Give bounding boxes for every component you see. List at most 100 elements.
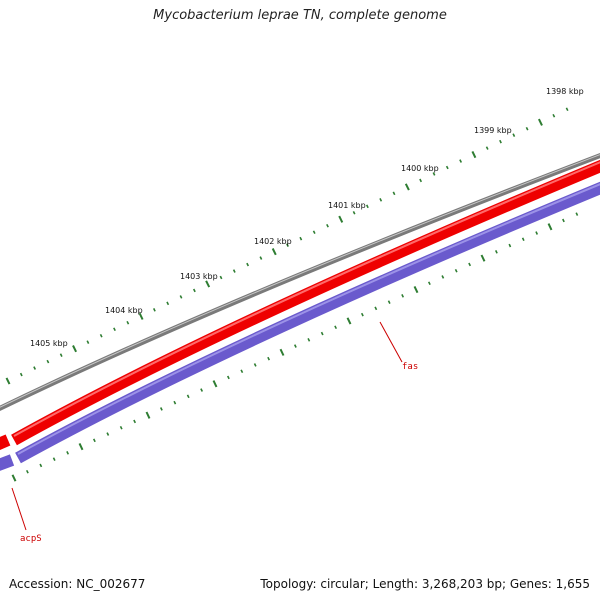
kbp-label-1404: 1404 kbp <box>105 306 143 315</box>
scale-tick <box>72 345 77 353</box>
scale-tick <box>232 269 236 273</box>
scale-tick <box>508 243 512 248</box>
scale-tick <box>279 348 285 356</box>
scale-tick <box>441 275 445 279</box>
scale-tick <box>86 340 90 344</box>
scale-tick <box>512 133 516 137</box>
scale-tick <box>145 411 151 419</box>
scale-tick <box>419 178 423 183</box>
scale-tick <box>320 331 324 336</box>
map-title: Mycobacterium leprae TN, complete genome <box>153 8 447 23</box>
acpS-gene-feature[interactable] <box>0 434 11 452</box>
reverse-gene-feature-left[interactable] <box>0 454 15 472</box>
scale-tick <box>538 118 543 126</box>
genome-summary-label: Topology: circular; Length: 3,268,203 bp… <box>260 577 590 591</box>
scale-tick <box>173 400 177 405</box>
scale-tick <box>499 139 502 144</box>
kbp-label-1405: 1405 kbp <box>30 339 68 348</box>
scale-tick <box>253 363 257 367</box>
scale-tick <box>286 243 289 247</box>
scale-tick <box>39 463 43 468</box>
scale-tick <box>219 275 223 280</box>
kbp-label-1403: 1403 kbp <box>180 272 218 281</box>
scale-tick <box>59 353 63 357</box>
outer-tick-row <box>5 107 569 385</box>
scale-tick <box>126 320 130 325</box>
kbp-label-1401: 1401 kbp <box>328 201 366 210</box>
backbone-highlight <box>0 154 600 408</box>
scale-tick <box>365 204 369 209</box>
scale-tick <box>552 113 556 118</box>
scale-tick <box>346 317 352 325</box>
fas-gene-highlight <box>13 161 600 437</box>
fas-callout-line <box>379 321 403 363</box>
scale-tick <box>25 469 29 474</box>
scale-tick <box>259 256 263 260</box>
scale-tick <box>454 268 458 273</box>
scale-tick <box>166 301 170 306</box>
scale-tick <box>401 294 405 298</box>
kbp-label-1400: 1400 kbp <box>401 164 439 173</box>
scale-tick <box>240 369 244 374</box>
scale-tick <box>113 327 116 332</box>
scale-tick <box>92 438 96 443</box>
scale-tick <box>432 172 436 176</box>
scale-tick <box>106 432 110 436</box>
scale-tick <box>46 359 50 364</box>
reverse-gene-highlight <box>17 183 600 455</box>
scale-tick <box>192 288 196 293</box>
gene-label-fas[interactable]: fas <box>402 362 418 372</box>
scale-tick <box>427 281 431 286</box>
gene-label-acpS[interactable]: acpS <box>20 534 42 544</box>
scale-tick <box>334 325 338 330</box>
scale-tick <box>525 126 529 131</box>
scale-tick <box>413 285 419 294</box>
scale-tick <box>379 198 383 202</box>
backbone-track <box>0 152 600 412</box>
scale-tick <box>152 308 156 312</box>
scale-tick <box>33 366 37 370</box>
scale-tick <box>494 250 498 254</box>
scale-tick <box>468 262 472 267</box>
scale-tick <box>307 338 311 342</box>
scale-tick <box>562 218 565 223</box>
scale-tick <box>179 295 183 299</box>
scale-tick <box>66 451 70 455</box>
scale-tick <box>5 377 11 385</box>
scale-tick <box>19 372 23 377</box>
scale-tick <box>271 248 277 256</box>
scale-tick <box>186 394 190 399</box>
scale-tick <box>159 407 163 411</box>
scale-tick <box>521 237 525 242</box>
kbp-label-1399: 1399 kbp <box>474 126 512 135</box>
scale-tick <box>459 159 463 163</box>
scale-tick <box>267 356 271 361</box>
fas-gene-feature[interactable] <box>11 158 600 446</box>
scale-tick <box>200 388 204 392</box>
scale-tick <box>471 150 477 159</box>
scale-tick <box>119 425 123 430</box>
scale-tick <box>565 107 569 112</box>
scale-tick <box>392 191 396 196</box>
scale-tick <box>205 280 211 288</box>
acpS-callout-line <box>11 487 27 531</box>
inner-tick-row <box>11 212 579 482</box>
scale-tick <box>547 223 553 231</box>
kbp-label-1402: 1402 kbp <box>254 237 292 246</box>
scale-tick <box>293 344 297 348</box>
kbp-label-1398: 1398 kbp <box>546 87 584 96</box>
scale-tick <box>52 457 56 461</box>
scale-tick <box>338 215 344 223</box>
scale-tick <box>374 306 378 311</box>
scale-tick <box>387 300 391 304</box>
scale-tick <box>480 254 486 262</box>
scale-tick <box>360 312 364 317</box>
scale-tick <box>485 146 489 150</box>
scale-tick <box>299 236 303 241</box>
reverse-gene-feature[interactable] <box>15 180 600 464</box>
scale-tick <box>99 333 103 338</box>
scale-tick <box>78 442 84 451</box>
scale-tick <box>11 474 17 482</box>
scale-tick <box>352 211 356 215</box>
